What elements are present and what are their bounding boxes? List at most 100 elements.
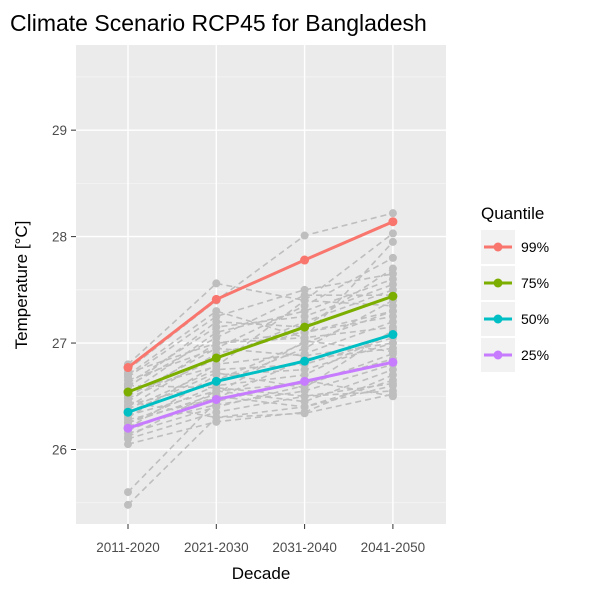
model-line [127,299,393,392]
series-point-25 [211,394,221,404]
model-point [388,307,397,316]
model-line [127,241,394,376]
model-point [300,402,309,411]
model-point [388,390,397,399]
legend-key-point-25 [493,350,503,360]
model-point [212,307,221,316]
model-point [124,500,132,509]
model-point [388,347,397,356]
series-line-25 [127,360,394,430]
series-line-75 [127,294,394,394]
y-tick-label: 28 [52,230,67,245]
y-tick-label: 26 [52,442,67,457]
model-line [127,310,394,413]
model-point [388,280,397,289]
model-line [127,363,394,427]
series-point-50 [211,376,221,386]
model-point [388,209,397,218]
legend-title: Quantile [481,204,544,223]
series-point-75 [388,291,398,301]
legend-key-point-75 [493,278,503,288]
model-line [127,340,393,424]
model-line [127,342,394,429]
model-point [388,379,397,388]
model-point [388,339,397,348]
model-line [127,283,394,385]
legend-label-75: 75% [521,275,549,291]
x-axis: 2011-2020 2021-2030 2031-2040 2041-2050 [96,524,425,555]
x-tick-label: 2021-2030 [184,540,249,555]
model-point [300,383,309,392]
model-line [127,289,394,400]
model-point [212,368,221,377]
model-line [127,382,394,398]
series-point-25 [123,423,133,433]
model-point [388,253,397,262]
y-tick-label: 29 [52,123,67,138]
x-tick-label: 2011-2020 [96,540,160,555]
model-point [124,381,132,390]
minor-gridlines [76,76,446,504]
model-point [300,370,309,379]
series-point-99 [388,217,398,227]
model-line [127,358,394,417]
legend-key-point-50 [493,314,503,324]
model-point [300,312,309,321]
legend-label-99: 99% [521,239,549,255]
model-line [127,352,394,435]
series-line-99 [127,220,394,369]
legend: Quantile 99% 75% 50% 25% [481,204,549,372]
model-line [127,315,394,408]
model-point [300,344,309,353]
series-point-50 [300,356,310,366]
model-line [127,294,393,387]
quantile-lines [123,217,398,433]
model-point [124,488,132,497]
model-line [127,368,394,438]
series-point-50 [123,407,133,417]
x-tick-label: 2031-2040 [272,540,337,555]
x-axis-title: Decade [232,564,291,583]
model-point [388,269,397,278]
series-line-50 [127,333,394,414]
model-line [127,374,394,445]
model-point [212,413,221,422]
model-point [300,285,309,294]
series-point-50 [388,330,398,340]
y-axis-title: Temperature [°C] [12,221,31,350]
series-point-75 [123,387,133,397]
model-point [212,323,221,332]
model-line [127,393,394,419]
series-point-99 [211,294,221,304]
series-point-99 [300,255,310,265]
model-point [388,237,397,246]
model-line [127,329,394,413]
series-point-75 [300,322,310,332]
model-point [212,362,221,371]
chart-title: Climate Scenario RCP45 for Bangladesh [10,10,427,36]
model-point [388,229,397,238]
x-tick-label: 2041-2050 [361,540,426,555]
model-line [127,321,394,419]
model-point [300,231,309,240]
legend-label-50: 50% [521,311,549,327]
series-point-75 [211,353,221,363]
series-point-99 [123,363,133,373]
y-tick-label: 27 [52,336,67,351]
series-point-25 [388,357,398,367]
model-point [212,279,221,288]
model-line [127,299,394,406]
legend-label-25: 25% [521,347,549,363]
legend-key-point-99 [493,242,503,252]
model-point [124,397,132,406]
model-point [212,383,221,392]
model-line [127,342,394,397]
y-axis: 26 27 28 29 [52,123,76,457]
model-line [127,384,394,506]
model-line [127,273,394,378]
model-point [212,339,221,348]
series-point-25 [300,376,310,386]
plot-panel [76,45,446,524]
model-lines [124,209,397,509]
